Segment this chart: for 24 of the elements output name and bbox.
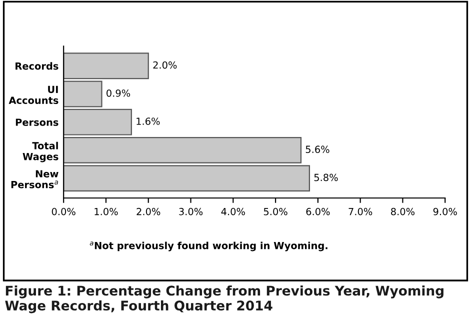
x-tick-label: 4.0% [221,208,245,216]
y-tick-label: Persons [16,118,58,126]
x-tick-label: 9.0% [433,208,457,216]
text: $^{a}$Not previously found working in Wyoming. [90,242,328,252]
data-label: 5.8% [314,174,338,182]
y-tick-label: Total Wages [22,142,58,162]
x-tick-label: 3.0% [179,208,203,216]
data-label: 0.9% [106,89,130,97]
x-tick-label: 5.0% [264,208,288,216]
text: Figure 1: Percentage Change from Previous Year, Wyoming Wage Records, Fourth Quarter 2014 [5,285,444,314]
bar [64,52,149,80]
x-tick-label: 0.0% [52,208,76,216]
x-tick-label: 8.0% [391,208,415,216]
x-tick-label: 2.0% [136,208,160,216]
bar [64,80,102,108]
y-tick-label: Records [16,62,58,70]
x-tick-label: 7.0% [348,208,372,216]
y-tick-label: New Persons$^{a}$ [11,170,58,188]
y-tick-label: UI Accounts [8,86,58,104]
data-label: 2.0% [153,61,177,69]
x-tick-label: 6.0% [306,208,330,216]
data-label: 5.6% [306,146,330,154]
x-tick-label: 1.0% [94,208,118,216]
data-label: 1.6% [136,118,160,125]
